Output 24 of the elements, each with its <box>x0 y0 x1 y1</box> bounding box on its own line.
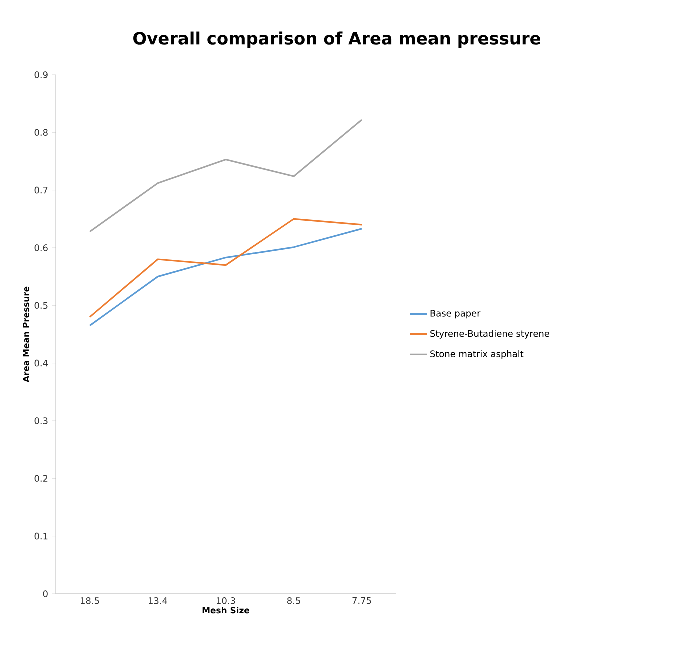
x-tick-label: 18.5 <box>81 598 100 604</box>
y-tick-label: 0.6 <box>34 244 48 252</box>
x-tick-label: 13.4 <box>149 598 168 604</box>
legend-label: Styrene-Butadiene styrene <box>430 330 550 339</box>
line-series <box>89 119 363 233</box>
y-tick-label: 0.3 <box>34 418 48 424</box>
y-axis-title: Area Mean Pressure <box>23 286 30 383</box>
y-tick-label: 0.8 <box>34 129 48 136</box>
y-tick-label: 0.2 <box>34 475 48 482</box>
chart-title: Overall comparison of Area mean pressure <box>134 32 540 48</box>
x-tick-label: 7.75 <box>352 598 372 604</box>
y-tick-label: 0.4 <box>34 360 48 367</box>
y-tick-label: 0.5 <box>34 302 48 310</box>
legend-label: Stone matrix asphalt <box>430 350 524 360</box>
line-series <box>89 228 363 327</box>
x-axis-title: Mesh Size <box>202 607 250 614</box>
y-tick-label: 0.1 <box>34 532 48 540</box>
y-tick-label: 0 <box>43 590 48 598</box>
line-series <box>89 218 363 318</box>
x-tick-label: 8.5 <box>287 598 300 604</box>
y-tick-label: 0.7 <box>34 186 48 194</box>
y-tick-label: 0.9 <box>34 72 48 78</box>
x-tick-label: 10.3 <box>217 598 236 604</box>
legend-label: Base paper <box>430 310 481 319</box>
